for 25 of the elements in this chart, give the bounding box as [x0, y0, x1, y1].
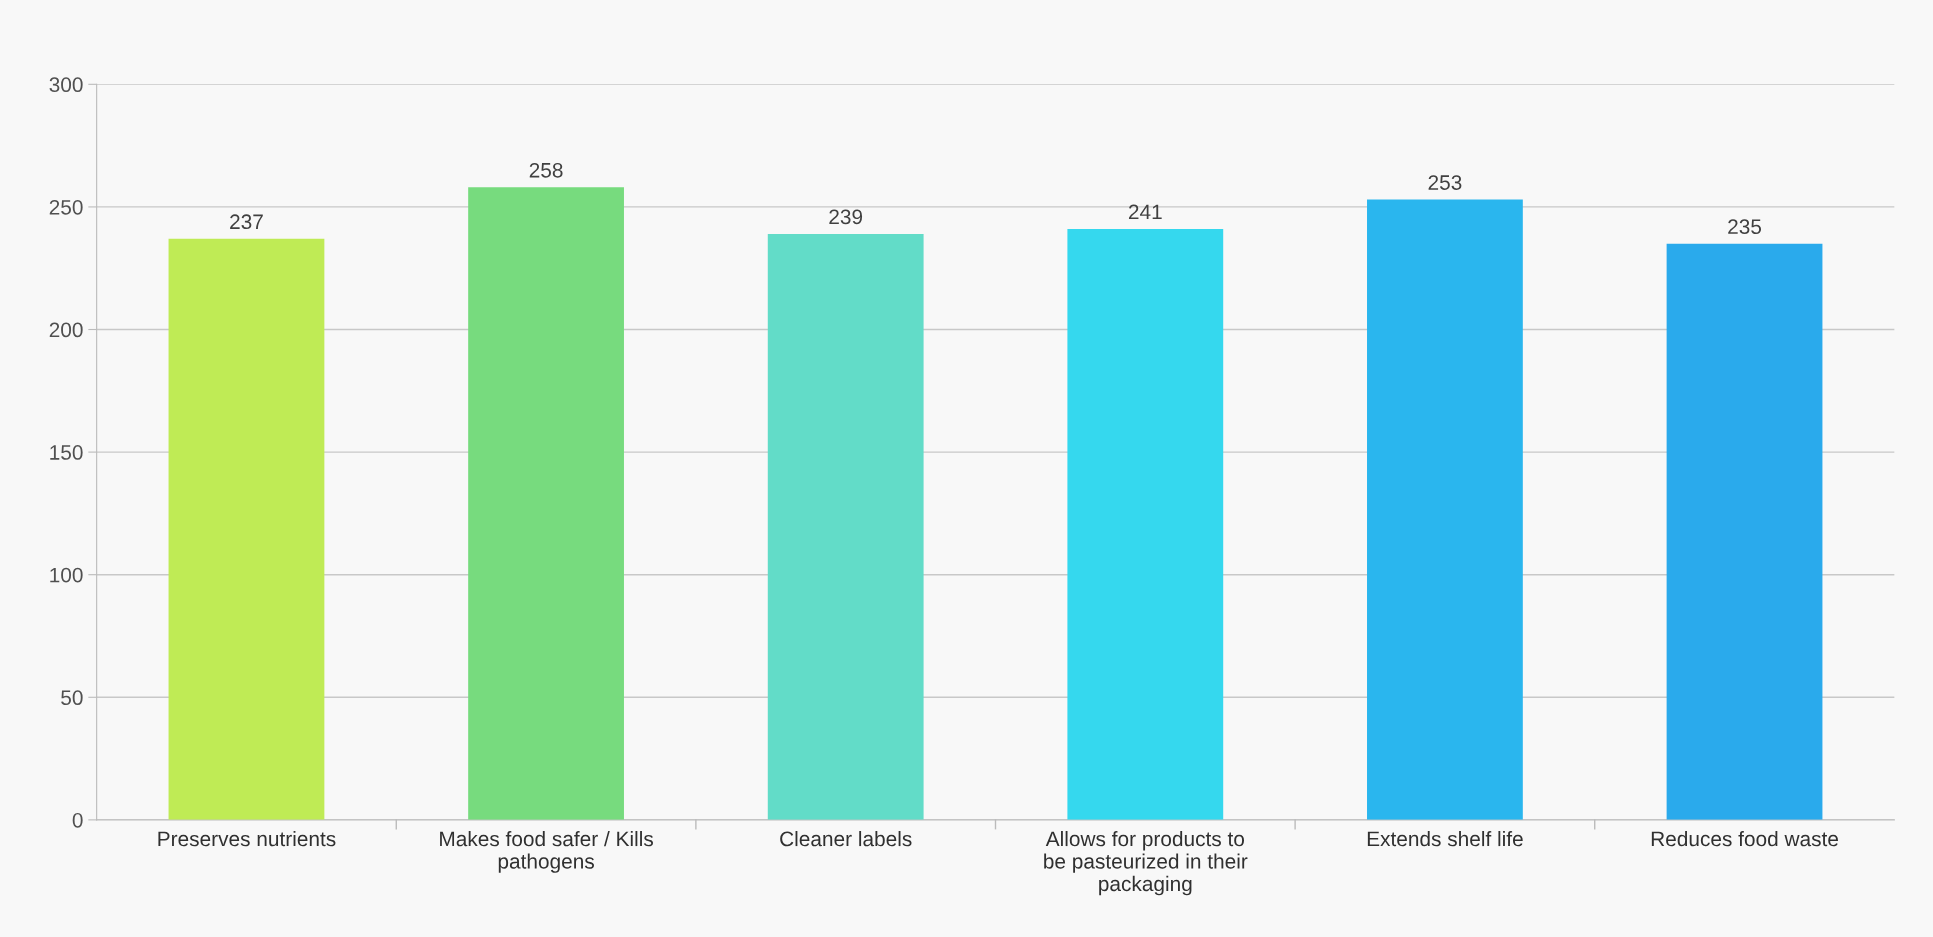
y-tick-label: 150 — [50, 445, 83, 460]
data-label: 258 — [529, 162, 563, 178]
x-tick-label: Preserves nutrients — [158, 830, 336, 847]
x-tick-label: Allows for products to be pasteurized in their packaging — [1044, 830, 1248, 896]
x-tick-label: Extends shelf life — [1367, 830, 1523, 847]
bar — [468, 187, 624, 820]
y-tick-label: 250 — [49, 199, 83, 215]
x-tick-label: Reduces food waste — [1651, 830, 1838, 847]
bar — [1367, 199, 1523, 820]
data-label: 235 — [1728, 219, 1762, 235]
y-tick-label: 300 — [49, 77, 83, 93]
y-tick-label: 0 — [72, 812, 83, 828]
data-label: 239 — [829, 209, 863, 225]
bar — [168, 238, 325, 820]
data-label: 241 — [1128, 204, 1162, 220]
y-tick-label: 50 — [61, 690, 83, 706]
data-label: 237 — [230, 214, 263, 230]
y-tick-label: 100 — [50, 567, 83, 583]
x-tick-label: Makes food safer / Kills pathogens — [440, 830, 654, 873]
x-tick-label: Cleaner labels — [780, 830, 912, 847]
bar — [1666, 243, 1823, 820]
y-tick-label: 200 — [49, 322, 83, 338]
data-label: 253 — [1428, 175, 1462, 190]
bar — [767, 233, 924, 820]
bar — [1067, 228, 1224, 820]
